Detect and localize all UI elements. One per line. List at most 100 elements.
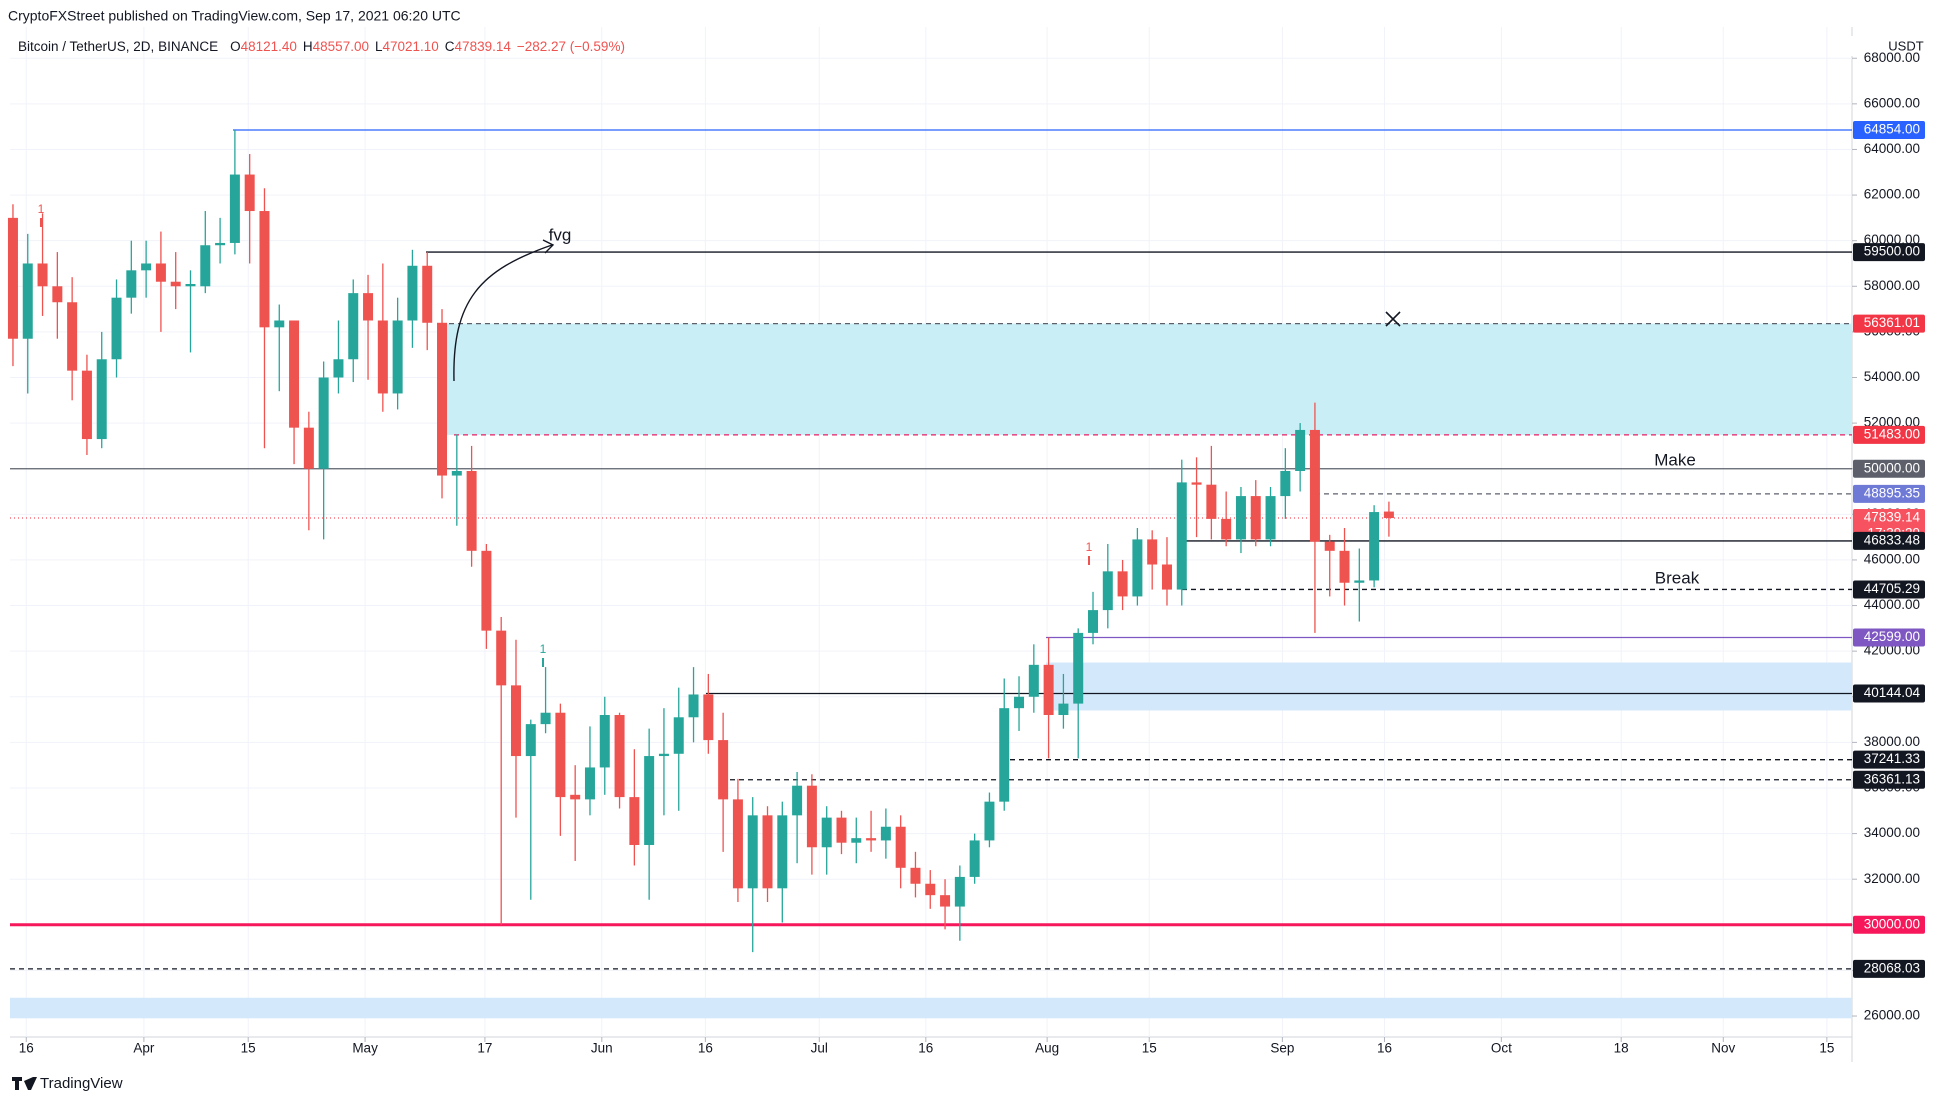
legend-item: C <box>445 39 455 54</box>
candle-body <box>1295 429 1306 471</box>
y-tick-label: 66000.00 <box>1864 95 1920 110</box>
y-tick-label: 54000.00 <box>1864 369 1920 384</box>
candle-body <box>1339 550 1350 583</box>
candle-body <box>96 359 107 440</box>
candle-body <box>481 550 492 631</box>
price-label-box <box>1853 243 1925 262</box>
y-tick-label: 32000.00 <box>1864 871 1920 886</box>
candle-body <box>1235 496 1246 540</box>
candle-body <box>1102 571 1113 611</box>
x-tick-label: 16 <box>698 1041 713 1056</box>
candle-body <box>185 284 196 287</box>
annotations: fvg Make Break 1 1 1 <box>38 202 1700 667</box>
x-tick-label: 16 <box>918 1041 933 1056</box>
x-tick-label: Jul <box>811 1041 828 1056</box>
candle-body <box>1369 512 1380 581</box>
candle-body <box>1014 696 1025 709</box>
logo-text: TradingView <box>40 1075 123 1092</box>
legend-item: H <box>303 39 313 54</box>
candle-body <box>540 712 551 725</box>
x-tick-label: 16 <box>19 1041 34 1056</box>
price-label-box <box>1853 750 1925 769</box>
price-label-box <box>1853 120 1925 139</box>
candle-body <box>407 265 418 321</box>
annotation: Make <box>1654 450 1696 469</box>
y-tick-label: 38000.00 <box>1864 734 1920 749</box>
candle-body <box>1117 571 1128 597</box>
candle-body <box>22 263 33 339</box>
candle-body <box>111 297 122 360</box>
price-label: 40144.04 <box>1864 685 1921 700</box>
candle-body <box>155 263 166 282</box>
legend-item: L <box>375 39 383 54</box>
publisher: CryptoFXStreet published on TradingView.… <box>8 8 461 24</box>
x-tick-label: May <box>352 1041 378 1056</box>
y-tick-label: 44000.00 <box>1864 597 1920 612</box>
candle-body <box>1028 664 1039 697</box>
candle-body <box>229 174 240 243</box>
candle-body <box>658 753 669 757</box>
candle-body <box>703 694 714 741</box>
candle-body <box>851 838 862 843</box>
price-label: 36361.13 <box>1864 771 1920 786</box>
legend-item: 48121.40 <box>241 39 297 54</box>
candle-body <box>1250 496 1261 540</box>
price-label-box <box>1853 459 1925 478</box>
candle-body <box>673 717 684 754</box>
candle-body <box>510 685 521 757</box>
candle-body <box>466 470 477 551</box>
x-tick-label: Aug <box>1035 1041 1059 1056</box>
candle-body <box>170 281 181 287</box>
candle-body <box>1058 703 1069 716</box>
candle-body <box>1147 539 1158 565</box>
y-tick-label: 26000.00 <box>1864 1008 1920 1023</box>
legend-item: O <box>230 39 241 54</box>
candle-body <box>718 740 729 800</box>
price-label-box <box>1853 770 1925 789</box>
zone <box>10 997 1852 1019</box>
candle-body <box>910 867 921 884</box>
x-tick-label: 15 <box>1142 1041 1157 1056</box>
price-label-box <box>1853 580 1925 599</box>
legend-item: Bitcoin / TetherUS, 2D, BINANCE <box>18 39 218 54</box>
candle-body <box>777 815 788 889</box>
candle-body <box>866 838 877 841</box>
price-label: 42599.00 <box>1864 629 1920 644</box>
x-tick-label: 16 <box>1377 1041 1392 1056</box>
candle-body <box>141 263 152 271</box>
currency-box <box>1850 36 1936 56</box>
candle-body <box>496 630 507 686</box>
candle-body <box>1221 518 1232 540</box>
candle-body <box>806 785 817 848</box>
candle-body <box>999 708 1010 802</box>
fvg-arrowhead <box>542 239 555 254</box>
candle-body <box>1176 482 1187 590</box>
price-label: 47839.14 <box>1864 510 1921 525</box>
candle-body <box>836 817 847 843</box>
candle-body <box>37 263 48 287</box>
candle-body <box>599 715 610 768</box>
candle-body <box>1132 539 1143 597</box>
x-tick-label: 18 <box>1614 1041 1629 1056</box>
price-label-box <box>1853 484 1925 503</box>
legend-item: 48557.00 <box>313 39 369 54</box>
candle-body <box>52 286 63 303</box>
fvg-arrow <box>453 244 553 382</box>
cross-mark <box>1385 311 1401 327</box>
candle-body <box>1265 496 1276 540</box>
x-tick-label: 15 <box>1819 1041 1834 1056</box>
levels <box>10 129 1852 970</box>
candle-body <box>614 715 625 798</box>
candle-body <box>126 270 137 298</box>
candle-body <box>333 359 344 378</box>
price-label: 59500.00 <box>1864 244 1920 259</box>
candle-body <box>1206 484 1217 519</box>
symbol-legend: Bitcoin / TetherUS, 2D, BINANCE O48121.40… <box>18 39 625 54</box>
y-tick-label: 64000.00 <box>1864 141 1920 156</box>
candle-body <box>925 883 936 896</box>
currency: USDT <box>1888 38 1923 53</box>
candle-body <box>437 322 448 476</box>
y-tick-label: 34000.00 <box>1864 825 1920 840</box>
